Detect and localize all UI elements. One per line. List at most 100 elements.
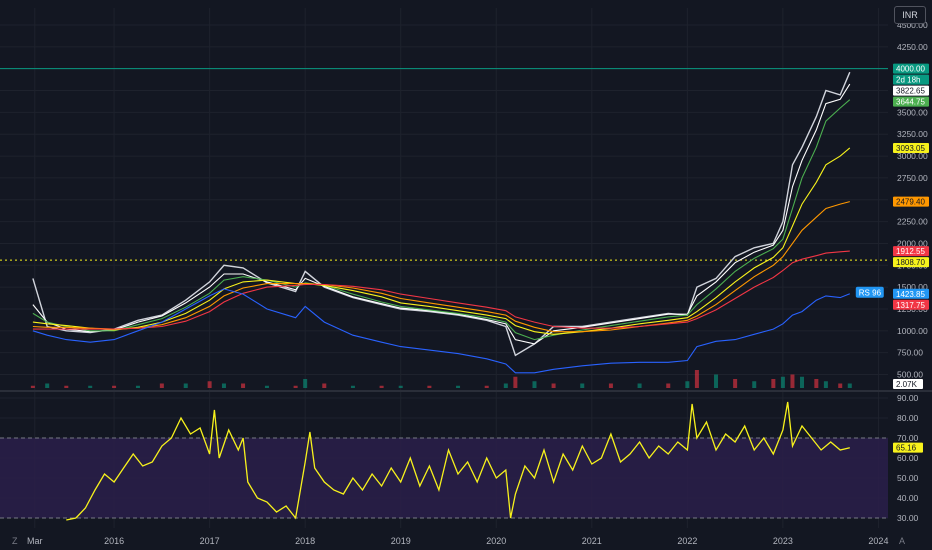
volume-bar	[241, 383, 246, 388]
price-badge: 4000.00	[893, 63, 929, 74]
rsi-line	[66, 401, 850, 521]
volume-bar	[30, 385, 35, 388]
rsi-band	[0, 437, 888, 519]
volume-bar	[838, 383, 843, 388]
volume-bar	[694, 370, 699, 388]
rsi-badge-bg	[893, 442, 923, 453]
volume-bar	[88, 385, 93, 388]
time-tick-label: 2020	[486, 536, 506, 546]
volume-bar	[780, 376, 785, 388]
volume-badge-label: 2.07K	[896, 380, 918, 389]
time-tick-label: 2022	[677, 536, 697, 546]
price-badge-label: 1912.55	[896, 247, 925, 256]
series-line-ma-200	[32, 250, 850, 330]
price-tick-label: 3250.00	[897, 129, 928, 139]
time-tick-label: 2017	[200, 536, 220, 546]
price-badge-label: 3822.65	[896, 87, 925, 96]
price-tick-label: 2250.00	[897, 217, 928, 227]
price-tick-label: 4250.00	[897, 42, 928, 52]
volume-bar	[484, 385, 489, 388]
volume-bar	[532, 381, 537, 388]
series-line-rs-line	[32, 288, 851, 374]
price-badge-label: 3644.75	[896, 98, 925, 107]
volume-bar	[135, 385, 140, 388]
volume-bar	[580, 383, 585, 388]
volume-bar	[45, 383, 50, 388]
rsi-band-fill	[0, 438, 888, 518]
price-badge-bg	[893, 246, 929, 257]
price-badge-bg	[893, 257, 929, 268]
volume-bar	[112, 385, 117, 388]
volume-bar	[714, 374, 719, 388]
volume-bar	[207, 381, 212, 388]
rsi-tick-label: 30.00	[897, 513, 919, 523]
volume-bar	[733, 379, 738, 388]
volume-bar	[814, 379, 819, 388]
series-line-close	[32, 71, 851, 357]
volume-bar	[685, 381, 690, 388]
price-badge-bg	[893, 85, 929, 96]
series-line-ma-50	[32, 99, 851, 341]
price-badge-bg	[893, 96, 929, 107]
time-tick-label: 2024	[868, 536, 888, 546]
volume-bar	[790, 374, 795, 388]
rs-tag-label: RS 96	[859, 288, 882, 297]
price-badge-label: 2479.40	[896, 198, 925, 207]
volume-bar	[322, 383, 327, 388]
price-tick-label: 2750.00	[897, 173, 928, 183]
rsi-tick-label: 70.00	[897, 433, 919, 443]
time-tick-label: 2021	[582, 536, 602, 546]
rsi-tick-label: 50.00	[897, 473, 919, 483]
price-badge: 1423.85	[893, 288, 929, 299]
autoscale-toggle[interactable]: A	[899, 536, 906, 546]
volume-bar	[350, 385, 355, 388]
timezone-toggle[interactable]: Z	[12, 536, 18, 546]
price-badge-bg	[893, 299, 929, 310]
volume-bar	[637, 383, 642, 388]
price-tick-label: 500.00	[897, 370, 923, 380]
rsi-axis[interactable]: 30.00 40.00 50.00 60.00 70.00 80.00 90.00	[897, 393, 919, 523]
time-tick-label: 2016	[104, 536, 124, 546]
price-badge-label: 2d 18h	[896, 76, 920, 85]
price-badge: 3822.65	[893, 85, 929, 96]
rsi-tick-label: 40.00	[897, 493, 919, 503]
volume-bar	[379, 385, 384, 388]
volume-bar	[666, 383, 671, 388]
volume-bar	[551, 383, 556, 388]
price-badge-bg	[893, 288, 929, 299]
time-tick-label: Mar	[27, 536, 43, 546]
time-tick-label: 2018	[295, 536, 315, 546]
volume-bar	[513, 376, 518, 388]
price-badge-label: 3093.05	[896, 144, 925, 153]
time-axis[interactable]: Mar 2016 2017 2018 2019 2020 2021 2022 2023 2024	[27, 536, 888, 546]
rsi-tick-label: 60.00	[897, 453, 919, 463]
rsi-value-badge: 65.16	[893, 442, 923, 453]
price-tick-label: 4500.00	[897, 20, 928, 30]
reference-lines	[0, 68, 888, 261]
volume-bars	[30, 370, 852, 388]
volume-bar	[752, 381, 757, 388]
rsi-tick-label: 80.00	[897, 413, 919, 423]
volume-bar	[183, 383, 188, 388]
price-badge: 1912.55	[893, 246, 929, 257]
price-badge-label: 1317.75	[896, 301, 925, 310]
price-series	[32, 71, 851, 374]
volume-bar	[398, 385, 403, 388]
price-tick-label: 3500.00	[897, 107, 928, 117]
rs-tag-bg	[855, 286, 884, 298]
price-tick-label: 2000.00	[897, 238, 928, 248]
volume-bar	[427, 385, 432, 388]
volume-badge-bg	[893, 379, 923, 389]
volume-bar	[823, 381, 828, 388]
volume-bar	[847, 383, 852, 388]
volume-badge: 2.07K	[893, 379, 923, 389]
price-tick-label: 3000.00	[897, 151, 928, 161]
volume-bar	[221, 383, 226, 388]
price-badges: 4000.00 2d 18h 3822.65 3644.75 3093.05 2479.4…	[893, 63, 929, 453]
price-badge-bg	[893, 74, 929, 85]
volume-bar	[771, 379, 776, 388]
price-badge: 3093.05	[893, 142, 929, 153]
price-badge: 1317.75	[893, 299, 929, 310]
currency-selector[interactable]: INR	[894, 6, 926, 24]
